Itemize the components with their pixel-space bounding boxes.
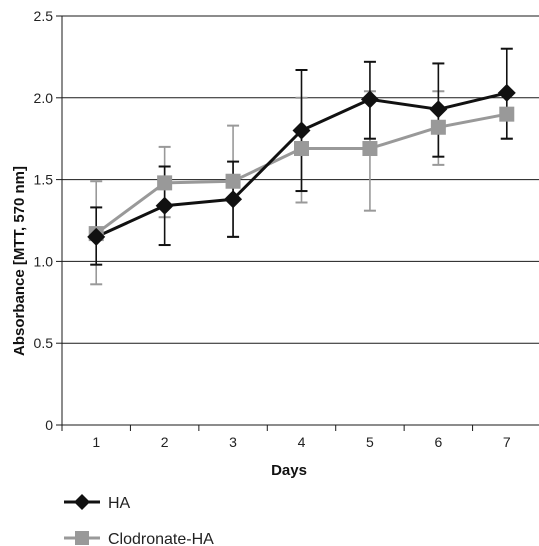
- point-ha-day-2: [155, 196, 174, 215]
- point-clodronate-ha-day-5: [362, 141, 378, 157]
- y-tick-label-2: 1.0: [34, 253, 54, 269]
- point-clodronate-ha-day-3: [225, 173, 241, 189]
- point-ha-day-3: [224, 190, 243, 209]
- y-tick-label-3: 1.5: [34, 172, 54, 188]
- y-axis-title: Absorbance [MTT, 570 nm]: [11, 166, 28, 356]
- point-ha-day-1: [87, 227, 106, 246]
- y-tick-label-0: 0: [45, 417, 53, 433]
- x-tick-label-1: 1: [92, 434, 100, 450]
- x-tick-label-3: 3: [229, 434, 237, 450]
- legend-label-ha: HA: [108, 495, 131, 512]
- x-tick-label-2: 2: [161, 434, 169, 450]
- point-ha-day-6: [429, 100, 448, 119]
- legend-item-clodronate-ha: Clodronate-HA: [64, 531, 214, 546]
- x-tick-label-5: 5: [366, 434, 374, 450]
- y-tick-label-4: 2.0: [34, 90, 54, 106]
- point-clodronate-ha-day-7: [499, 106, 515, 122]
- point-clodronate-ha-day-2: [157, 175, 173, 191]
- axes: [56, 15, 539, 431]
- x-tick-label-6: 6: [434, 434, 442, 450]
- legend-marker-clodronate-ha: [75, 531, 89, 545]
- legend: HA Clodronate-HA: [64, 494, 214, 546]
- x-tick-labels: 1 2 3 4 5 6 7: [92, 434, 511, 450]
- y-tick-label-1: 0.5: [34, 335, 54, 351]
- legend-label-clodronate-ha: Clodronate-HA: [108, 531, 214, 546]
- point-ha-day-5: [360, 90, 379, 109]
- legend-marker-ha: [74, 494, 90, 510]
- point-clodronate-ha-day-6: [430, 119, 446, 135]
- series-markers: [87, 83, 516, 246]
- point-clodronate-ha-day-4: [294, 141, 309, 157]
- error-bars: [90, 47, 513, 286]
- x-tick-label-7: 7: [503, 434, 511, 450]
- y-tick-label-5: 2.5: [34, 8, 54, 24]
- x-tick-label-4: 4: [298, 434, 306, 450]
- x-axis-title: Days: [271, 462, 307, 479]
- y-tick-labels: 0 0.5 1.0 1.5 2.0 2.5: [34, 8, 54, 433]
- point-ha-day-7: [497, 83, 516, 102]
- point-ha-day-4: [292, 121, 311, 140]
- grid-lines: [62, 15, 539, 344]
- legend-item-ha: HA: [64, 494, 131, 512]
